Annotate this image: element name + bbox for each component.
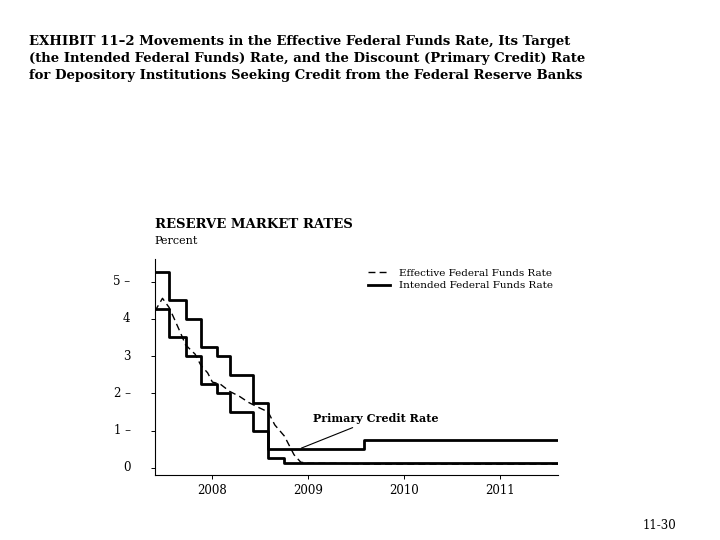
Text: 0: 0 xyxy=(123,461,130,474)
Text: 2 –: 2 – xyxy=(114,387,130,400)
Legend: Effective Federal Funds Rate, Intended Federal Funds Rate: Effective Federal Funds Rate, Intended F… xyxy=(367,269,553,291)
Text: Primary Credit Rate: Primary Credit Rate xyxy=(302,413,438,448)
Text: Percent: Percent xyxy=(155,236,198,246)
Text: 1 –: 1 – xyxy=(114,424,130,437)
Text: 4: 4 xyxy=(123,312,130,325)
Text: 11-30: 11-30 xyxy=(643,519,677,532)
Text: 5 –: 5 – xyxy=(114,275,130,288)
Text: EXHIBIT 11–2 Movements in the Effective Federal Funds Rate, Its Target
(the Inte: EXHIBIT 11–2 Movements in the Effective … xyxy=(29,35,585,82)
Text: 3: 3 xyxy=(123,349,130,362)
Text: RESERVE MARKET RATES: RESERVE MARKET RATES xyxy=(155,218,353,231)
